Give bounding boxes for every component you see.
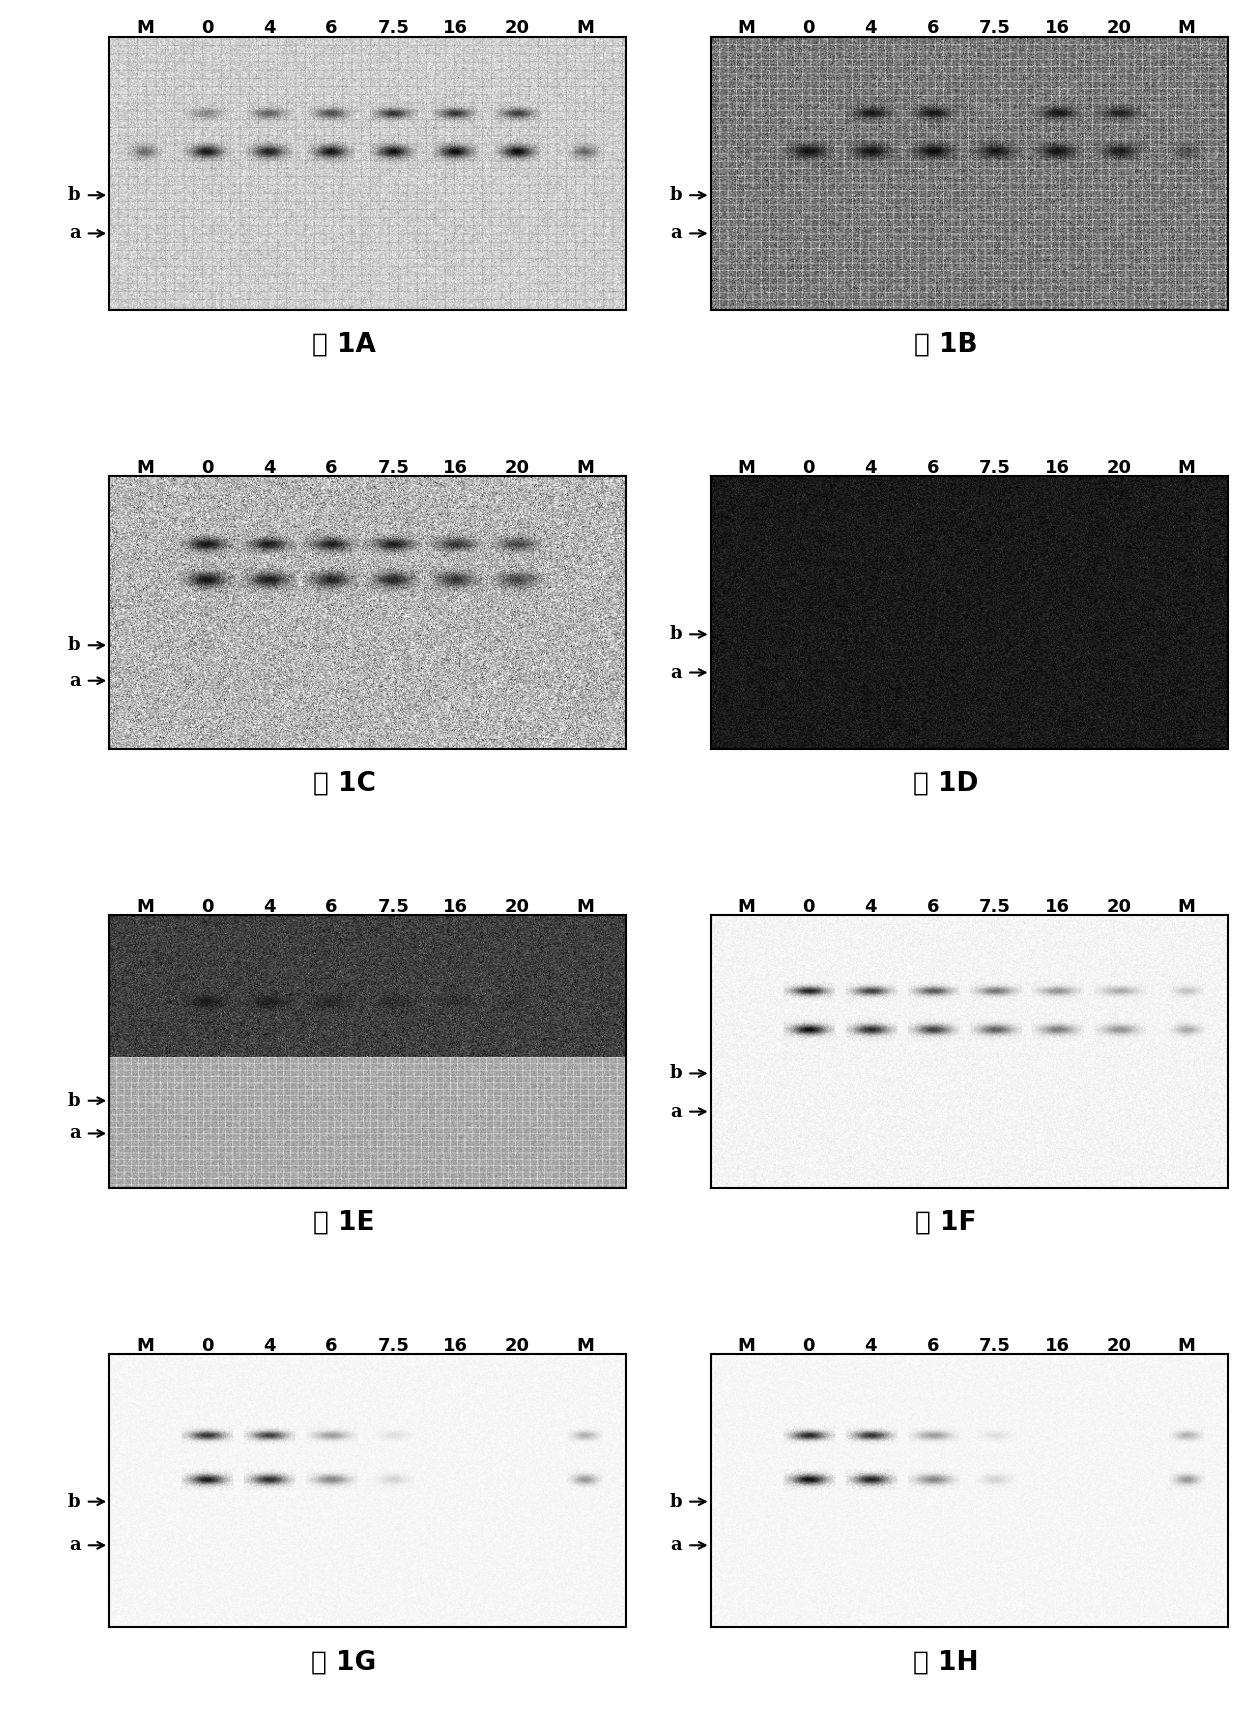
Text: 7.5: 7.5 xyxy=(978,1336,1011,1355)
Text: M: M xyxy=(738,458,755,477)
Text: b: b xyxy=(68,635,81,654)
Text: 20: 20 xyxy=(1106,1336,1132,1355)
Text: a: a xyxy=(671,1536,682,1555)
Text: a: a xyxy=(69,1536,81,1555)
Text: b: b xyxy=(670,186,682,205)
Text: 0: 0 xyxy=(201,897,213,916)
Text: M: M xyxy=(575,19,594,38)
Text: 6: 6 xyxy=(325,897,337,916)
Text: 16: 16 xyxy=(443,458,467,477)
Text: 7.5: 7.5 xyxy=(978,897,1011,916)
Text: M: M xyxy=(738,19,755,38)
Text: 7.5: 7.5 xyxy=(978,19,1011,38)
Text: 16: 16 xyxy=(1044,1336,1069,1355)
Text: 0: 0 xyxy=(802,1336,815,1355)
Text: 4: 4 xyxy=(263,458,275,477)
Text: 图 1E: 图 1E xyxy=(314,1211,374,1236)
Text: 4: 4 xyxy=(263,897,275,916)
Text: b: b xyxy=(670,1493,682,1510)
Text: 7.5: 7.5 xyxy=(377,897,409,916)
Text: 0: 0 xyxy=(201,19,213,38)
Text: a: a xyxy=(69,224,81,243)
Text: 6: 6 xyxy=(926,19,939,38)
Text: 6: 6 xyxy=(926,458,939,477)
Text: 4: 4 xyxy=(864,458,877,477)
Text: b: b xyxy=(68,186,81,205)
Text: M: M xyxy=(575,458,594,477)
Text: M: M xyxy=(738,897,755,916)
Text: b: b xyxy=(68,1092,81,1109)
Text: M: M xyxy=(575,897,594,916)
Text: 6: 6 xyxy=(325,19,337,38)
Text: M: M xyxy=(136,897,154,916)
Text: 4: 4 xyxy=(263,19,275,38)
Text: 20: 20 xyxy=(505,19,531,38)
Text: 20: 20 xyxy=(505,897,531,916)
Text: 16: 16 xyxy=(443,19,467,38)
Text: 16: 16 xyxy=(1044,458,1069,477)
Text: 7.5: 7.5 xyxy=(377,1336,409,1355)
Text: 图 1F: 图 1F xyxy=(915,1211,976,1236)
Text: 16: 16 xyxy=(443,1336,467,1355)
Text: b: b xyxy=(670,1064,682,1083)
Text: M: M xyxy=(738,1336,755,1355)
Text: 图 1C: 图 1C xyxy=(312,771,376,797)
Text: 20: 20 xyxy=(505,458,531,477)
Text: 16: 16 xyxy=(443,897,467,916)
Text: 4: 4 xyxy=(864,897,877,916)
Text: a: a xyxy=(671,663,682,682)
Text: b: b xyxy=(68,1493,81,1510)
Text: M: M xyxy=(136,1336,154,1355)
Text: M: M xyxy=(1177,19,1195,38)
Text: 7.5: 7.5 xyxy=(978,458,1011,477)
Text: 6: 6 xyxy=(325,458,337,477)
Text: 4: 4 xyxy=(263,1336,275,1355)
Text: 20: 20 xyxy=(505,1336,531,1355)
Text: 0: 0 xyxy=(802,458,815,477)
Text: 7.5: 7.5 xyxy=(377,458,409,477)
Text: 图 1H: 图 1H xyxy=(913,1650,978,1676)
Text: 7.5: 7.5 xyxy=(377,19,409,38)
Text: M: M xyxy=(1177,1336,1195,1355)
Text: b: b xyxy=(670,625,682,644)
Text: a: a xyxy=(671,224,682,243)
Text: 0: 0 xyxy=(802,897,815,916)
Text: 图 1B: 图 1B xyxy=(914,332,977,358)
Text: 图 1G: 图 1G xyxy=(311,1650,377,1676)
Text: M: M xyxy=(136,19,154,38)
Text: 0: 0 xyxy=(201,458,213,477)
Text: 6: 6 xyxy=(926,1336,939,1355)
Text: 图 1A: 图 1A xyxy=(312,332,376,358)
Text: M: M xyxy=(1177,458,1195,477)
Text: 6: 6 xyxy=(926,897,939,916)
Text: M: M xyxy=(136,458,154,477)
Text: a: a xyxy=(69,1124,81,1142)
Text: 4: 4 xyxy=(864,1336,877,1355)
Text: 6: 6 xyxy=(325,1336,337,1355)
Text: 16: 16 xyxy=(1044,19,1069,38)
Text: a: a xyxy=(69,672,81,691)
Text: 16: 16 xyxy=(1044,897,1069,916)
Text: a: a xyxy=(671,1102,682,1121)
Text: 20: 20 xyxy=(1106,19,1132,38)
Text: 20: 20 xyxy=(1106,458,1132,477)
Text: 0: 0 xyxy=(802,19,815,38)
Text: M: M xyxy=(1177,897,1195,916)
Text: 图 1D: 图 1D xyxy=(913,771,978,797)
Text: 20: 20 xyxy=(1106,897,1132,916)
Text: 0: 0 xyxy=(201,1336,213,1355)
Text: 4: 4 xyxy=(864,19,877,38)
Text: M: M xyxy=(575,1336,594,1355)
